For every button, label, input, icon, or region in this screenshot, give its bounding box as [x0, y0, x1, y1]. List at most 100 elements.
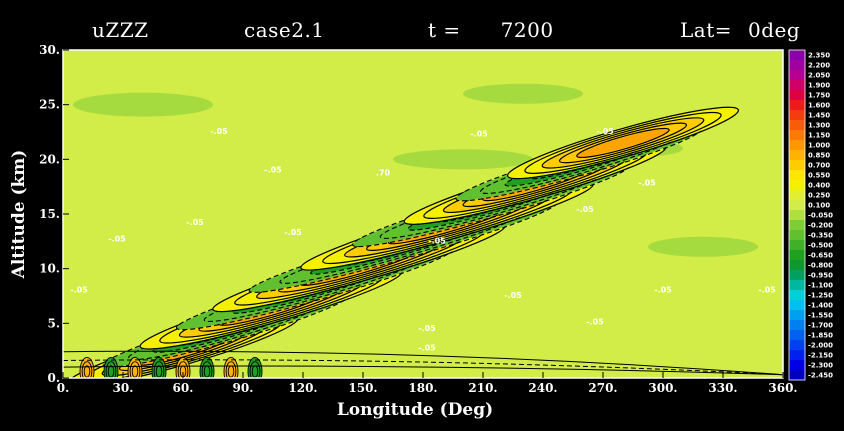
x-tick-label: 60.	[173, 381, 194, 395]
y-axis: 0. 5. 10. 15. 20. 25. 30.	[39, 43, 69, 385]
surface-contour	[80, 357, 94, 378]
time-readout: t = 7200	[428, 18, 554, 42]
colorbar-level-label: 1.150	[808, 132, 830, 140]
colorbar-level-label: 0.250	[808, 192, 830, 200]
contour-label: -.05	[758, 286, 776, 295]
contour-label: -.05	[638, 179, 656, 188]
colorbar-level-label: -1.400	[808, 302, 833, 310]
colorbar-swatch	[789, 350, 805, 361]
contour-line	[151, 356, 167, 378]
colorbar-swatch	[789, 260, 805, 271]
contour-label: -.05	[108, 234, 126, 243]
contour-line	[223, 356, 239, 378]
colorbar-level-label: -0.050	[808, 212, 833, 220]
x-tick-label: 210.	[468, 381, 497, 395]
variable-name: uZZZ	[92, 18, 149, 42]
colorbar-level-label: -1.550	[808, 312, 833, 320]
colorbar-swatch	[789, 320, 805, 331]
y-tick-label: 10.	[39, 262, 60, 276]
colorbar-level-label: 2.200	[808, 62, 830, 70]
colorbar-level-label: -0.350	[808, 232, 833, 240]
y-tick-label: 0.	[47, 371, 60, 385]
colorbar-swatch	[789, 200, 805, 211]
contour-line	[131, 365, 139, 378]
contour-field	[63, 83, 783, 378]
colorbar-level-label: 1.450	[808, 112, 830, 120]
colorbar-swatch	[789, 140, 805, 151]
contour-label: -.05	[504, 291, 522, 300]
colorbar-swatch	[789, 210, 805, 221]
colorbar-level-label: 0.700	[808, 162, 830, 170]
colorbar-swatch	[789, 280, 805, 291]
time-value: 7200	[500, 18, 554, 42]
colorbar-level-label: -0.500	[808, 242, 833, 250]
contour-label: -.05	[418, 344, 436, 353]
contour-label: -.05	[418, 324, 436, 333]
lat-value: 0deg	[748, 18, 801, 42]
contour-line	[225, 361, 237, 378]
contour-line	[524, 111, 722, 174]
lat-label: Lat=	[680, 18, 732, 42]
surface-contour	[104, 357, 118, 378]
colorbar-level-label: 1.900	[808, 82, 830, 90]
contour-line	[247, 356, 263, 378]
contour-label: -.05	[186, 218, 204, 227]
contour-label: -.05	[596, 127, 614, 136]
x-tick-label: 180.	[408, 381, 437, 395]
colorbar-level-label: 2.350	[808, 52, 830, 60]
colorbar-swatch	[789, 160, 805, 171]
y-tick-label: 5.	[47, 316, 60, 330]
contour-line	[129, 361, 141, 378]
colorbar-swatch	[789, 250, 805, 261]
contour-region	[73, 92, 213, 117]
contour-line	[83, 365, 91, 378]
contour-label: -.05	[654, 286, 672, 295]
colorbar-level-label: 1.750	[808, 92, 830, 100]
colorbar-level-label: -0.650	[808, 252, 833, 260]
colorbar-level-label: 0.850	[808, 152, 830, 160]
colorbar-swatch	[789, 300, 805, 311]
colorbar-swatch	[789, 100, 805, 111]
x-tick-label: 150.	[348, 381, 377, 395]
colorbar-swatch	[789, 110, 805, 121]
case-name: case2.1	[244, 18, 325, 42]
contour-label: -.05	[586, 317, 604, 326]
x-tick-label: 90.	[233, 381, 254, 395]
colorbar-level-label: 1.300	[808, 122, 830, 130]
x-axis: 0. 30. 60. 90. 120. 150. 180. 210. 240. 270. 300. 3…	[57, 372, 798, 395]
colorbar-level-label: 0.100	[808, 202, 830, 210]
colorbar-frame	[788, 49, 806, 381]
colorbar-swatch	[789, 60, 805, 71]
contour-line	[63, 365, 783, 376]
colorbar-swatch	[789, 290, 805, 301]
colorbar-level-label: -1.250	[808, 292, 833, 300]
colorbar-swatch	[789, 70, 805, 81]
colorbar-level-label: -1.700	[808, 322, 833, 330]
surface-contour	[176, 357, 190, 378]
contour-region	[393, 149, 533, 170]
contour-line	[103, 356, 119, 378]
x-tick-label: 360.	[768, 381, 797, 395]
colorbar-level-label: 1.000	[808, 142, 830, 150]
contour-label: -.05	[264, 165, 282, 174]
colorbar-level-label: -2.450	[808, 372, 833, 380]
contour-label: -.05	[70, 286, 88, 295]
contour-region	[463, 83, 583, 104]
colorbar-swatch	[789, 130, 805, 141]
contour-label: -.05	[428, 237, 446, 246]
colorbar-level-label: -1.850	[808, 332, 833, 340]
contour-label: -.05	[576, 205, 594, 214]
colorbar-swatch	[789, 120, 805, 131]
contour-region	[576, 128, 670, 158]
contour-line	[558, 122, 688, 164]
contour-line	[105, 361, 117, 378]
contour-label: -.05	[210, 127, 228, 136]
colorbar-swatch	[789, 170, 805, 181]
contour-line	[199, 356, 215, 378]
contour-line	[107, 365, 115, 378]
positive-contour-band	[506, 106, 740, 180]
y-axis-title: Altitude (km)	[9, 150, 29, 280]
colorbar-swatch	[789, 50, 805, 61]
colorbar-swatch	[789, 240, 805, 251]
contour-line	[63, 359, 783, 376]
